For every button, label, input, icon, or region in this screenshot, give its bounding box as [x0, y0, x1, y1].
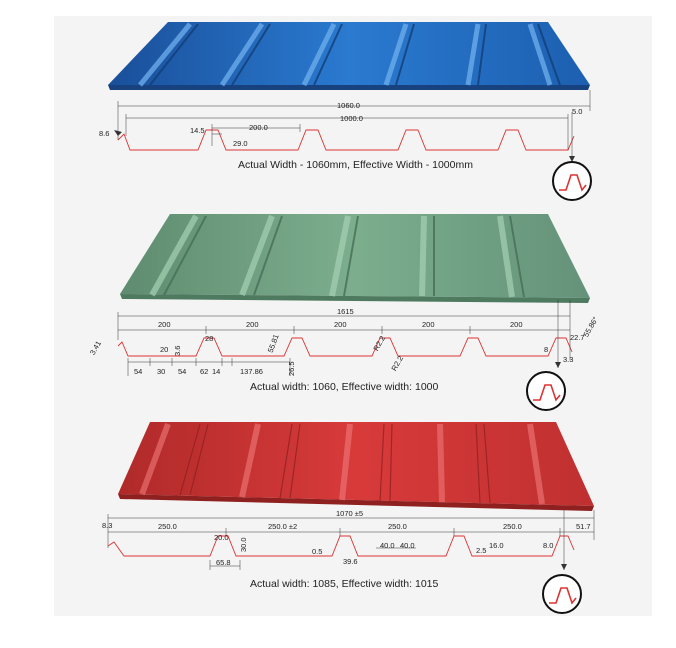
red-label-16: 8.0	[543, 541, 553, 550]
blue-sheet-illustration	[108, 22, 590, 90]
red-label-14: 2.5	[476, 546, 486, 555]
blue-label-1: 1060.0	[337, 101, 360, 110]
blue-profile-line	[117, 129, 575, 151]
green-label-12: 54	[134, 367, 142, 376]
red-profile-drawing	[107, 510, 595, 570]
green-label-20: R2.2	[389, 354, 405, 372]
green-label-2: 200	[158, 320, 171, 329]
red-label-17: 39.6	[343, 557, 358, 566]
red-label-10: 65.8	[216, 558, 231, 567]
green-label-11: 55.81	[266, 333, 281, 354]
green-caption: Actual width: 1060, Effective width: 100…	[250, 381, 438, 393]
red-label-3: 250.0	[158, 522, 177, 531]
green-label-1: 1615	[337, 307, 354, 316]
red-label-12: 40.0	[380, 541, 395, 550]
green-label-13: 30	[157, 367, 165, 376]
green-label-22: 22.7	[570, 333, 585, 342]
red-label-9: 30.0	[239, 537, 248, 552]
green-profile-line	[117, 337, 573, 357]
green-label-8: 20	[160, 345, 168, 354]
red-label-1: 1070 ±5	[336, 509, 363, 518]
red-label-13: 40.0	[400, 541, 415, 550]
green-label-16: 14	[212, 367, 220, 376]
green-label-15: 62	[200, 367, 208, 376]
green-label-5: 200	[422, 320, 435, 329]
red-label-7: 51.7	[576, 522, 591, 531]
blue-label-3: 5.0	[572, 107, 582, 116]
green-label-6: 200	[510, 320, 523, 329]
green-label-9: 3.6	[173, 346, 182, 356]
green-detail-callout	[526, 371, 566, 411]
red-label-2: 8.3	[102, 521, 112, 530]
blue-label-5: 14.5	[190, 126, 205, 135]
green-sheet-illustration	[120, 214, 590, 303]
green-label-10: 28	[205, 334, 213, 343]
green-label-7: 3.41	[88, 339, 103, 356]
green-label-21: 8	[544, 345, 548, 354]
blue-caption: Actual Width - 1060mm, Effective Width -…	[238, 159, 473, 171]
red-label-5: 250.0	[388, 522, 407, 531]
red-label-4: 250.0 ±2	[268, 522, 297, 531]
blue-label-2: 1000.0	[340, 114, 363, 123]
green-label-24: 3.3	[563, 355, 573, 364]
red-sheet-illustration	[118, 422, 594, 511]
red-label-11: 0.5	[312, 547, 322, 556]
red-label-15: 16.0	[489, 541, 504, 550]
red-detail-callout	[542, 574, 582, 614]
red-label-6: 250.0	[503, 522, 522, 531]
blue-profile-drawing	[114, 90, 591, 162]
blue-label-7: 8.6	[99, 129, 109, 138]
red-caption: Actual width: 1085, Effective width: 101…	[250, 578, 438, 590]
green-label-18: 26.5	[287, 361, 296, 376]
blue-label-4: 200.0	[249, 123, 268, 132]
green-label-23: 55.86°	[581, 315, 600, 338]
green-profile-drawing	[117, 300, 573, 376]
red-profile-line	[107, 535, 575, 557]
green-label-4: 200	[334, 320, 347, 329]
green-label-3: 200	[246, 320, 259, 329]
green-label-14: 54	[178, 367, 186, 376]
green-label-17: 137.86	[240, 367, 263, 376]
blue-label-6: 29.0	[233, 139, 248, 148]
green-label-19: R2.2	[371, 334, 387, 352]
red-label-8: 20.0	[214, 533, 229, 542]
blue-detail-callout	[552, 161, 592, 201]
